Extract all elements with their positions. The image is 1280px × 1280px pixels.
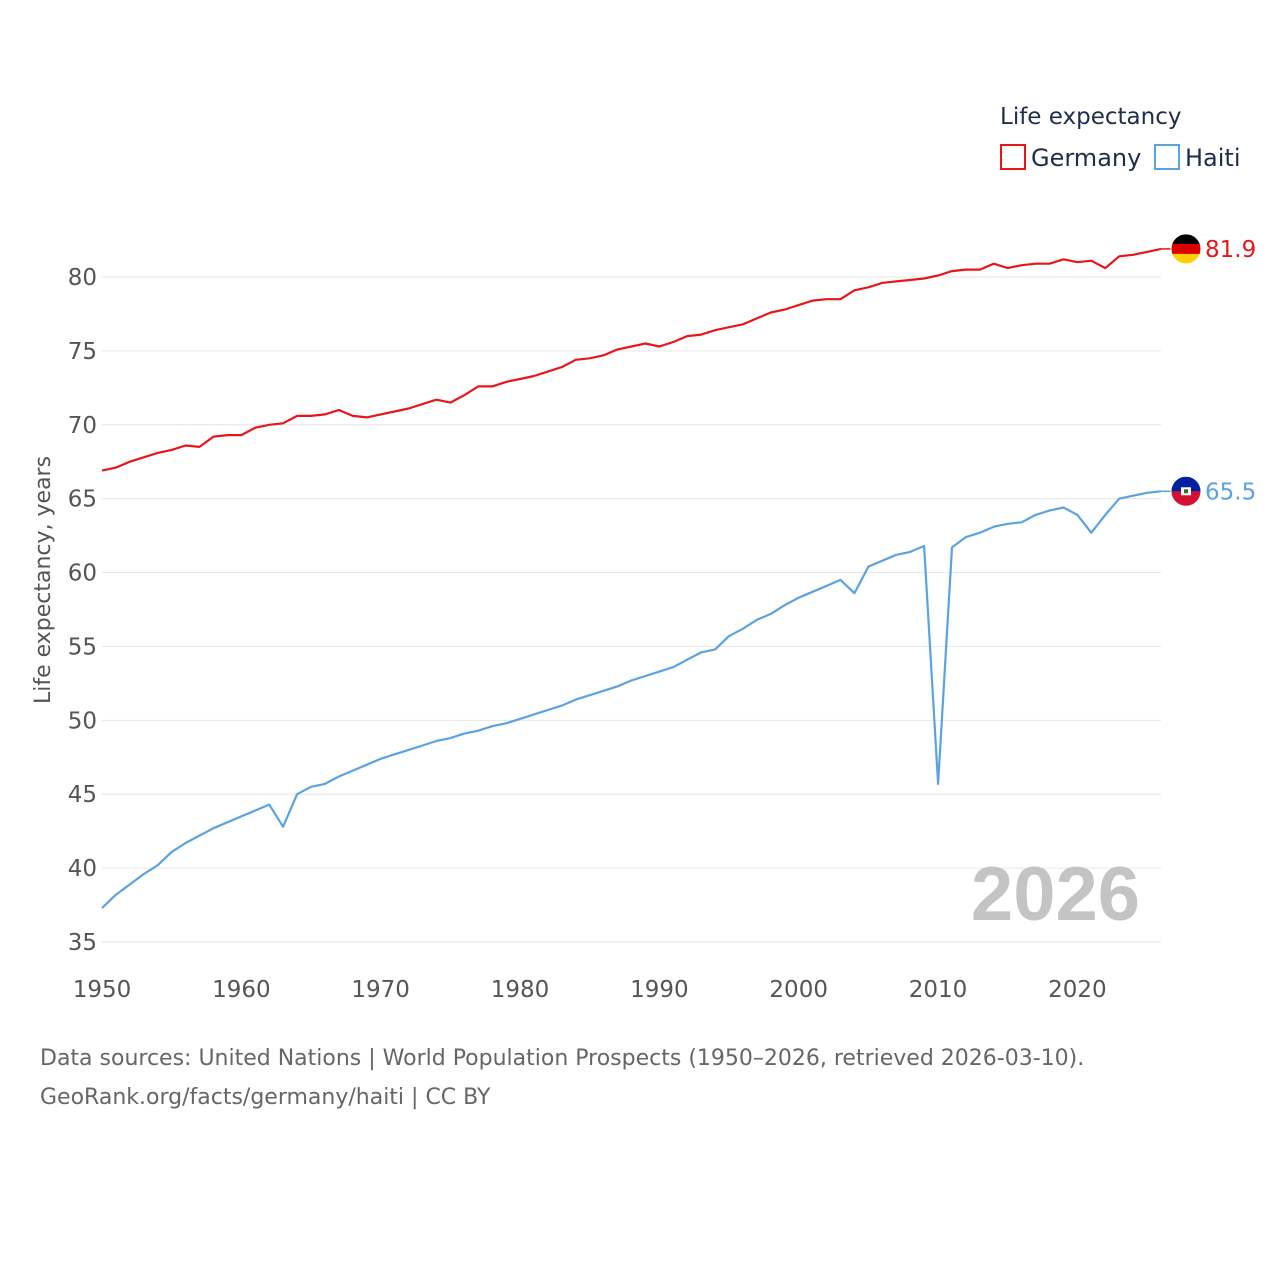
y-tick-label-70: 70 — [68, 413, 97, 439]
y-tick-label-50: 50 — [68, 708, 97, 734]
legend-swatch-germany[interactable] — [1000, 144, 1026, 170]
end-label-haiti: 65.5 — [1205, 479, 1256, 505]
y-tick-label-80: 80 — [68, 265, 97, 291]
x-tick-label-2010: 2010 — [909, 977, 968, 1003]
x-tick-label-1960: 1960 — [212, 977, 271, 1003]
y-axis-title: Life expectancy, years — [31, 456, 56, 704]
series-line-germany[interactable] — [101, 247, 1162, 472]
x-tick-label-2000: 2000 — [769, 977, 828, 1003]
y-tick-label-60: 60 — [68, 561, 97, 587]
series-line-haiti[interactable] — [101, 490, 1162, 909]
end-markers: 81.9 65.5 — [1161, 233, 1256, 507]
x-tick-label-1990: 1990 — [630, 977, 689, 1003]
legend: Life expectancy Germany Haiti — [1000, 104, 1241, 172]
legend-title: Life expectancy — [1000, 104, 1181, 130]
footer-sources: Data sources: United Nations | World Pop… — [40, 1046, 1085, 1071]
x-tick-label-2020: 2020 — [1048, 977, 1107, 1003]
end-label-germany: 81.9 — [1205, 237, 1256, 263]
x-tick-label-1970: 1970 — [351, 977, 410, 1003]
grid-lines — [102, 276, 1161, 943]
x-tick-label-1950: 1950 — [73, 977, 132, 1003]
y-tick-label-40: 40 — [68, 856, 97, 882]
legend-label-haiti[interactable]: Haiti — [1185, 144, 1241, 172]
series-lines — [101, 247, 1162, 909]
legend-swatch-haiti[interactable] — [1154, 144, 1180, 170]
x-axis-ticks: 1950 1960 1970 1980 1990 2000 2010 2020 — [73, 977, 1107, 1003]
y-tick-label-55: 55 — [68, 634, 97, 660]
y-tick-label-65: 65 — [68, 487, 97, 513]
y-axis-ticks: 35 40 45 50 55 60 65 70 75 80 — [68, 265, 97, 956]
year-watermark: 2026 — [971, 852, 1140, 937]
germany-flag-icon — [1171, 233, 1201, 264]
y-tick-label-45: 45 — [68, 782, 97, 808]
footer-credit: GeoRank.org/facts/germany/haiti | CC BY — [40, 1085, 491, 1110]
x-tick-label-1980: 1980 — [491, 977, 550, 1003]
legend-label-germany[interactable]: Germany — [1031, 144, 1141, 172]
y-tick-label-35: 35 — [68, 930, 97, 956]
y-tick-label-75: 75 — [68, 339, 97, 365]
haiti-flag-icon — [1171, 476, 1201, 507]
